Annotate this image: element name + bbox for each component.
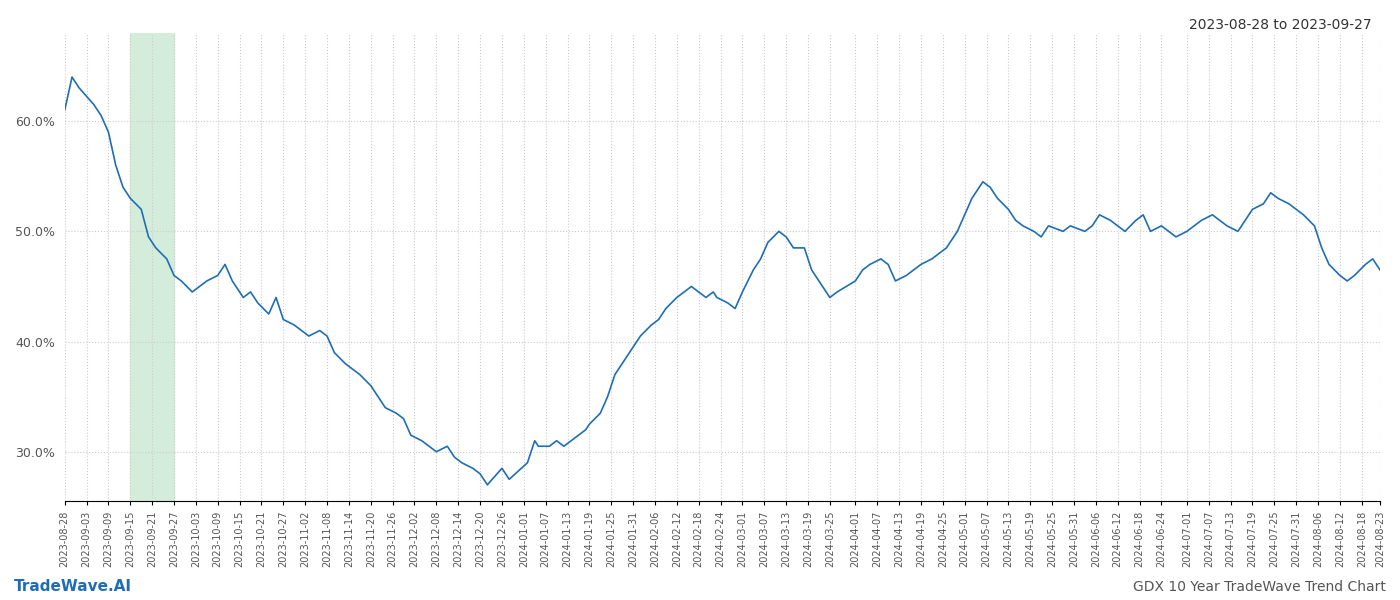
- Text: GDX 10 Year TradeWave Trend Chart: GDX 10 Year TradeWave Trend Chart: [1133, 580, 1386, 594]
- Text: 2023-08-28 to 2023-09-27: 2023-08-28 to 2023-09-27: [1190, 18, 1372, 32]
- Bar: [130, 33, 174, 502]
- Text: TradeWave.AI: TradeWave.AI: [14, 579, 132, 594]
